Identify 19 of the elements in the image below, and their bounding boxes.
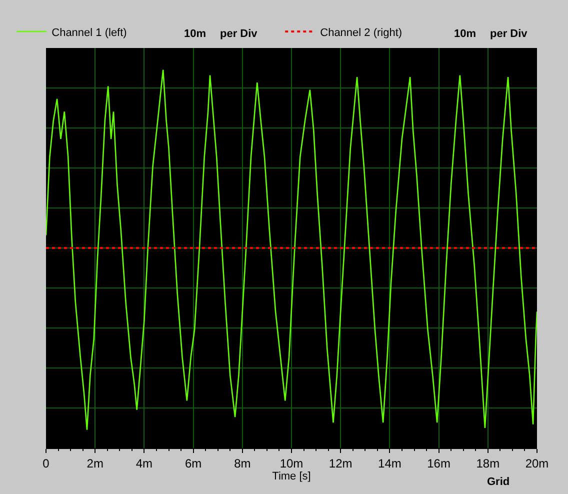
text: 10m [184,28,206,40]
x-tick-label: 2m [86,456,104,470]
legend-label: Channel 1 (left) [52,26,127,39]
x-axis-title: Time [s] [272,470,311,483]
x-tick-label: 14m [378,456,402,470]
x-tick-label: 12m [328,456,352,470]
text: per Div [490,28,528,40]
text: per Div [220,28,258,40]
x-tick-label: 18m [476,456,500,470]
x-tick-label: 8m [234,456,251,470]
x-tick-label: 6m [184,456,202,470]
x-tick-label: 0 [42,456,50,470]
x-tick-label: 4m [136,456,153,470]
x-tick-label: 16m [427,456,450,470]
legend-label: Channel 2 (right) [320,26,402,39]
x-tick-label: 10m [280,456,304,470]
text: Grid [487,476,510,488]
text: 10m [454,28,476,40]
x-tick-label: 20m [525,456,549,470]
